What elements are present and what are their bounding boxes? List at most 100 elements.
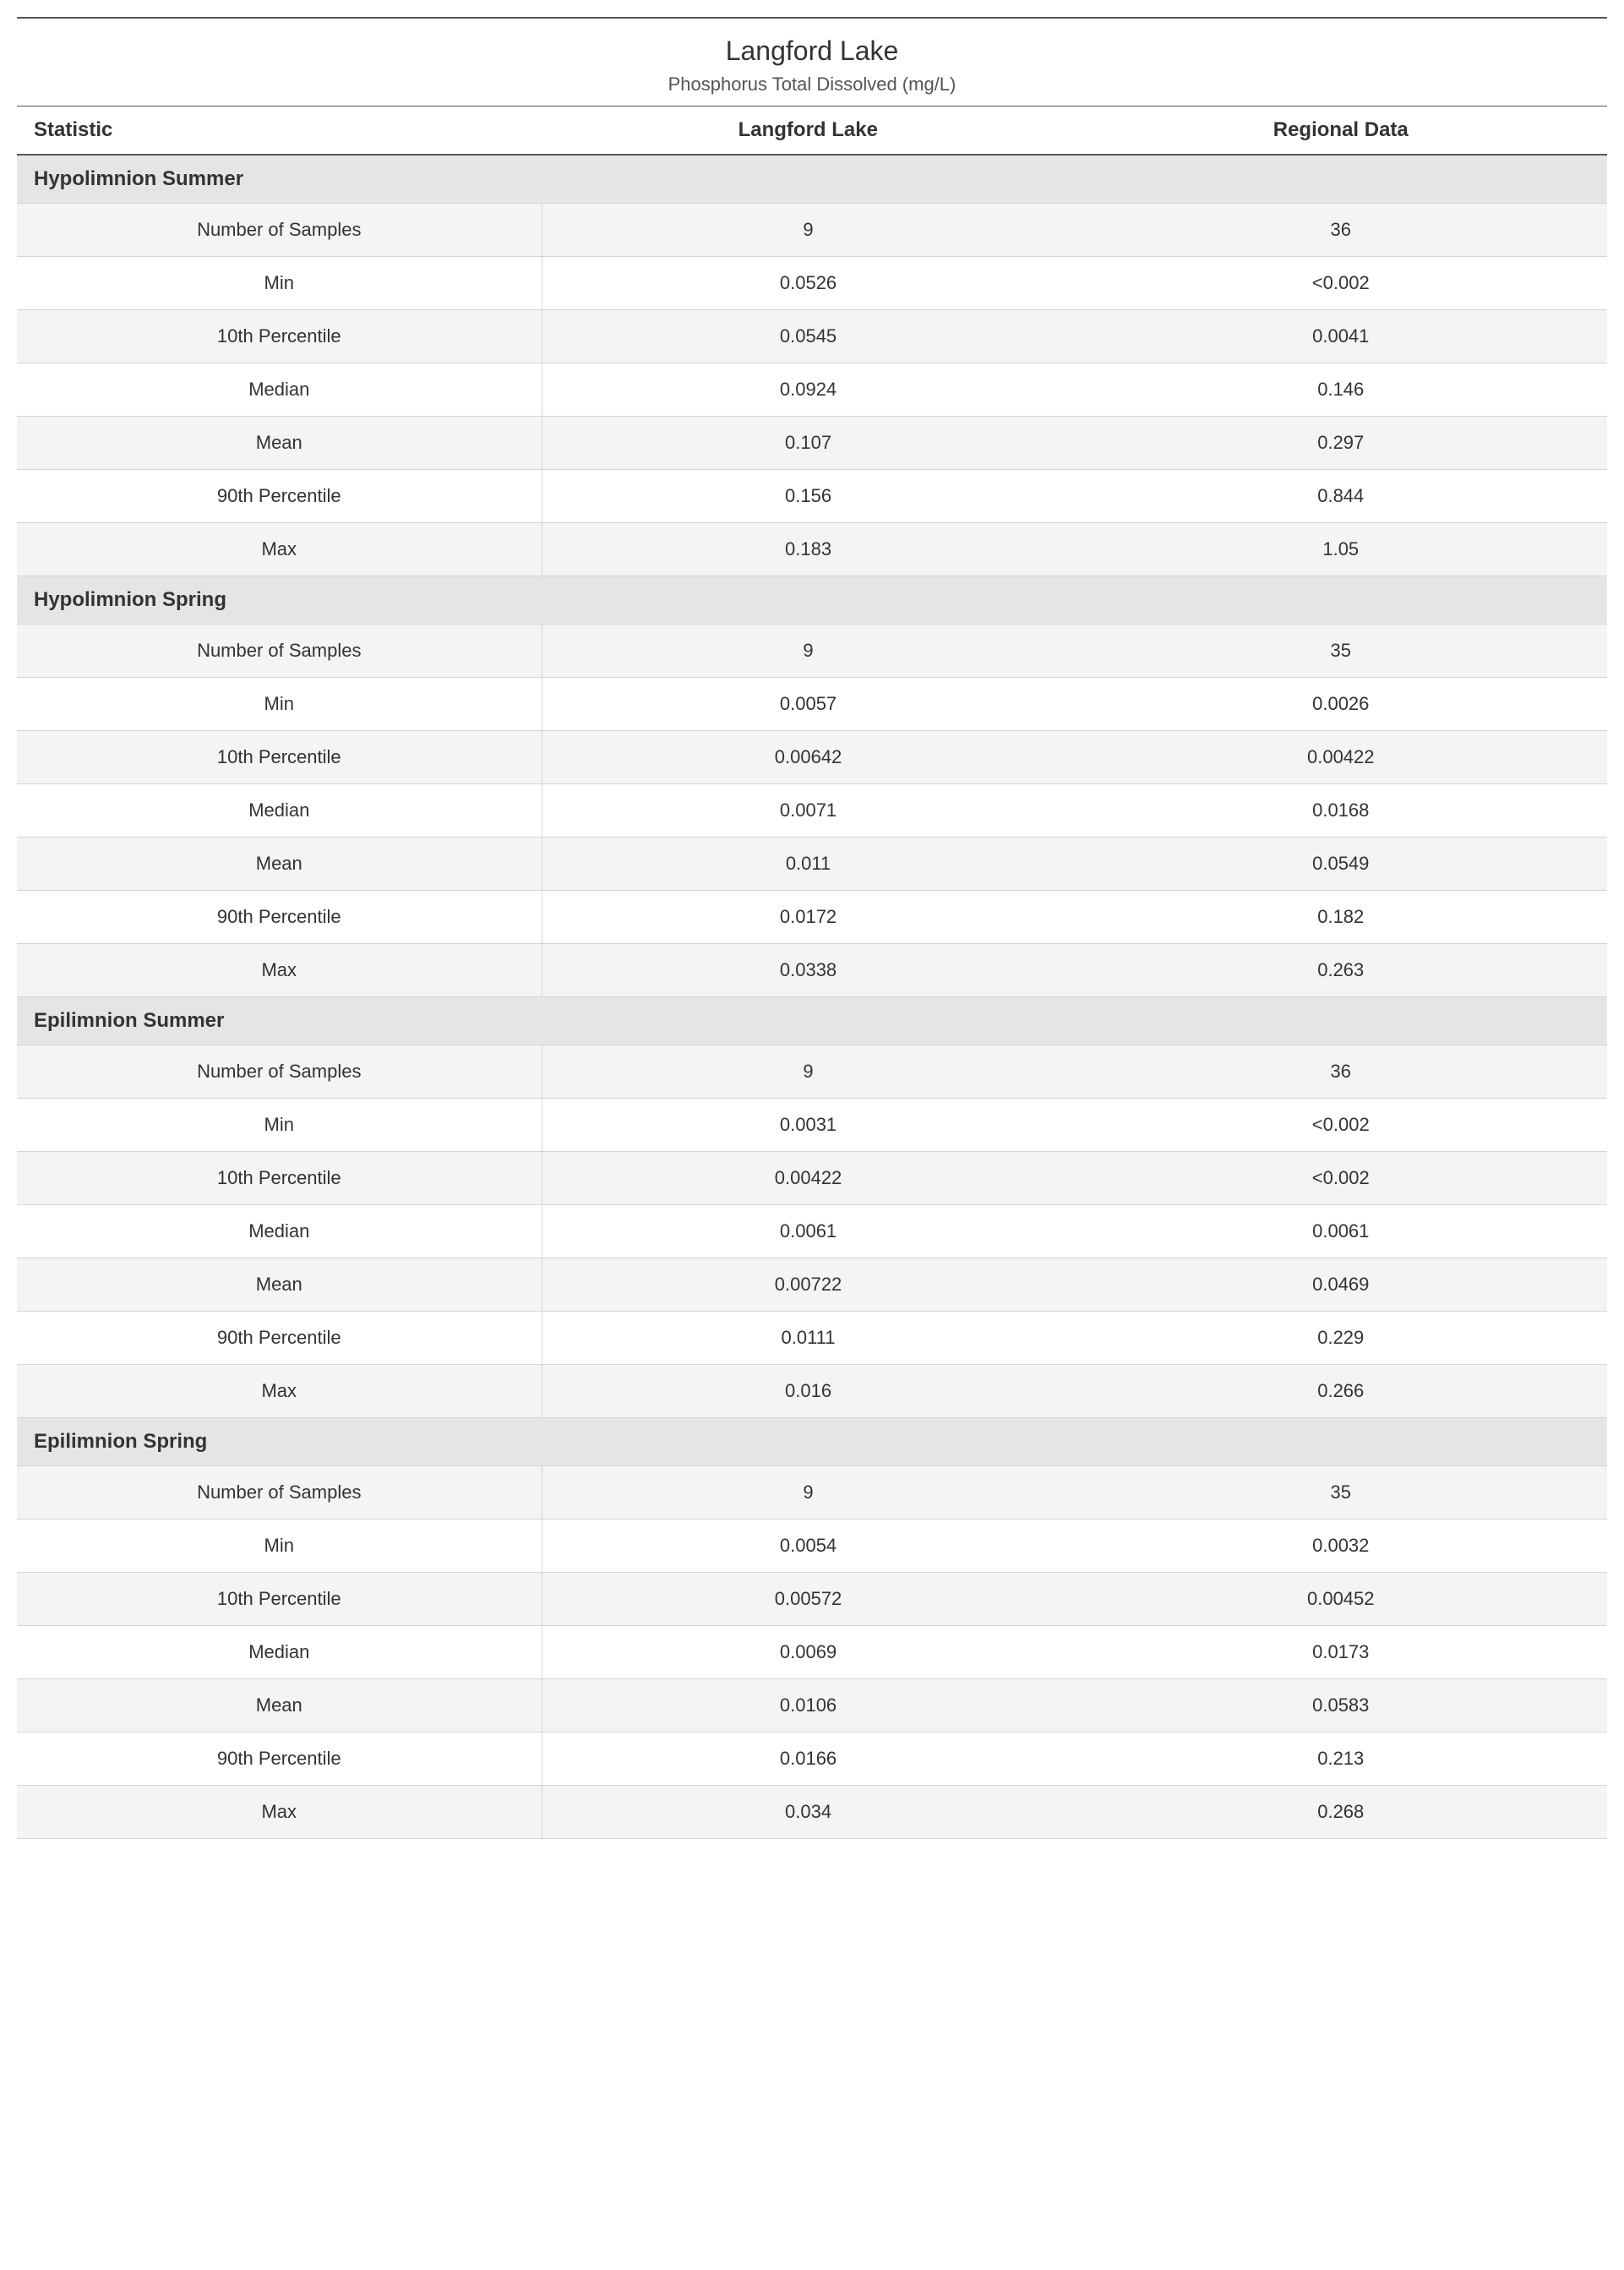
section-header-row: Hypolimnion Spring bbox=[17, 576, 1607, 625]
stat-label-cell: Number of Samples bbox=[17, 1466, 542, 1520]
stat-label-cell: Median bbox=[17, 363, 542, 417]
table-row: Mean0.0110.0549 bbox=[17, 838, 1607, 891]
table-row: Mean0.01060.0583 bbox=[17, 1679, 1607, 1733]
table-row: Max0.03380.263 bbox=[17, 944, 1607, 997]
section-header-row: Epilimnion Spring bbox=[17, 1418, 1607, 1466]
regional-value-cell: 35 bbox=[1075, 1466, 1607, 1520]
stat-label-cell: Max bbox=[17, 944, 542, 997]
location-value-cell: 0.0057 bbox=[542, 678, 1074, 731]
stat-label-cell: Number of Samples bbox=[17, 625, 542, 678]
location-value-cell: 9 bbox=[542, 204, 1074, 257]
table-row: Max0.0340.268 bbox=[17, 1786, 1607, 1839]
table-row: Min0.0526<0.002 bbox=[17, 257, 1607, 310]
stat-label-cell: 10th Percentile bbox=[17, 1152, 542, 1205]
column-header-statistic: Statistic bbox=[17, 106, 542, 155]
regional-value-cell: 0.229 bbox=[1075, 1312, 1607, 1365]
location-value-cell: 0.00722 bbox=[542, 1258, 1074, 1312]
regional-value-cell: 0.297 bbox=[1075, 417, 1607, 470]
stat-label-cell: Number of Samples bbox=[17, 204, 542, 257]
table-row: Median0.09240.146 bbox=[17, 363, 1607, 417]
location-value-cell: 9 bbox=[542, 1045, 1074, 1099]
stat-label-cell: Median bbox=[17, 1626, 542, 1679]
table-row: Median0.00710.0168 bbox=[17, 784, 1607, 838]
stat-label-cell: Max bbox=[17, 1786, 542, 1839]
section-title: Epilimnion Spring bbox=[17, 1418, 1607, 1466]
table-row: Min0.00570.0026 bbox=[17, 678, 1607, 731]
location-value-cell: 0.00572 bbox=[542, 1573, 1074, 1626]
section-header-row: Hypolimnion Summer bbox=[17, 155, 1607, 204]
table-row: Median0.00690.0173 bbox=[17, 1626, 1607, 1679]
stat-label-cell: Min bbox=[17, 1099, 542, 1152]
location-value-cell: 9 bbox=[542, 625, 1074, 678]
table-row: Mean0.007220.0469 bbox=[17, 1258, 1607, 1312]
column-header-regional: Regional Data bbox=[1075, 106, 1607, 155]
location-value-cell: 0.0071 bbox=[542, 784, 1074, 838]
regional-value-cell: 35 bbox=[1075, 625, 1607, 678]
regional-value-cell: 0.263 bbox=[1075, 944, 1607, 997]
location-value-cell: 0.034 bbox=[542, 1786, 1074, 1839]
location-value-cell: 0.0338 bbox=[542, 944, 1074, 997]
location-value-cell: 0.0924 bbox=[542, 363, 1074, 417]
stat-label-cell: Min bbox=[17, 257, 542, 310]
regional-value-cell: 0.268 bbox=[1075, 1786, 1607, 1839]
table-row: Number of Samples936 bbox=[17, 1045, 1607, 1099]
location-value-cell: 0.016 bbox=[542, 1365, 1074, 1418]
table-row: 90th Percentile0.1560.844 bbox=[17, 470, 1607, 523]
stat-label-cell: Min bbox=[17, 1520, 542, 1573]
location-value-cell: 9 bbox=[542, 1466, 1074, 1520]
section-header-row: Epilimnion Summer bbox=[17, 997, 1607, 1045]
stat-label-cell: Median bbox=[17, 784, 542, 838]
table-row: 10th Percentile0.005720.00452 bbox=[17, 1573, 1607, 1626]
stat-label-cell: Min bbox=[17, 678, 542, 731]
section-title: Epilimnion Summer bbox=[17, 997, 1607, 1045]
regional-value-cell: 0.0168 bbox=[1075, 784, 1607, 838]
regional-value-cell: 36 bbox=[1075, 1045, 1607, 1099]
regional-value-cell: 0.0173 bbox=[1075, 1626, 1607, 1679]
table-row: Number of Samples935 bbox=[17, 625, 1607, 678]
stat-label-cell: Mean bbox=[17, 417, 542, 470]
location-value-cell: 0.0106 bbox=[542, 1679, 1074, 1733]
statistics-table: Statistic Langford Lake Regional Data Hy… bbox=[17, 106, 1607, 1839]
location-value-cell: 0.0545 bbox=[542, 310, 1074, 363]
location-value-cell: 0.00642 bbox=[542, 731, 1074, 784]
regional-value-cell: 0.146 bbox=[1075, 363, 1607, 417]
regional-value-cell: 0.00422 bbox=[1075, 731, 1607, 784]
report-container: Langford Lake Phosphorus Total Dissolved… bbox=[17, 17, 1607, 1839]
location-value-cell: 0.011 bbox=[542, 838, 1074, 891]
table-row: Median0.00610.0061 bbox=[17, 1205, 1607, 1258]
table-row: 90th Percentile0.01660.213 bbox=[17, 1733, 1607, 1786]
table-row: Max0.1831.05 bbox=[17, 523, 1607, 576]
stat-label-cell: 90th Percentile bbox=[17, 891, 542, 944]
location-value-cell: 0.156 bbox=[542, 470, 1074, 523]
location-value-cell: 0.0069 bbox=[542, 1626, 1074, 1679]
table-row: 90th Percentile0.01110.229 bbox=[17, 1312, 1607, 1365]
location-value-cell: 0.0061 bbox=[542, 1205, 1074, 1258]
regional-value-cell: 0.0583 bbox=[1075, 1679, 1607, 1733]
stat-label-cell: Mean bbox=[17, 1679, 542, 1733]
table-row: Min0.00540.0032 bbox=[17, 1520, 1607, 1573]
regional-value-cell: <0.002 bbox=[1075, 257, 1607, 310]
location-value-cell: 0.0172 bbox=[542, 891, 1074, 944]
table-row: 10th Percentile0.006420.00422 bbox=[17, 731, 1607, 784]
stat-label-cell: 10th Percentile bbox=[17, 310, 542, 363]
stat-label-cell: 90th Percentile bbox=[17, 470, 542, 523]
stat-label-cell: 90th Percentile bbox=[17, 1312, 542, 1365]
table-row: Mean0.1070.297 bbox=[17, 417, 1607, 470]
column-header-location: Langford Lake bbox=[542, 106, 1074, 155]
table-header-row: Statistic Langford Lake Regional Data bbox=[17, 106, 1607, 155]
stat-label-cell: Number of Samples bbox=[17, 1045, 542, 1099]
regional-value-cell: 0.182 bbox=[1075, 891, 1607, 944]
regional-value-cell: <0.002 bbox=[1075, 1152, 1607, 1205]
section-title: Hypolimnion Summer bbox=[17, 155, 1607, 204]
stat-label-cell: Median bbox=[17, 1205, 542, 1258]
regional-value-cell: 0.0041 bbox=[1075, 310, 1607, 363]
location-value-cell: 0.0031 bbox=[542, 1099, 1074, 1152]
regional-value-cell: 36 bbox=[1075, 204, 1607, 257]
regional-value-cell: 1.05 bbox=[1075, 523, 1607, 576]
table-row: Min0.0031<0.002 bbox=[17, 1099, 1607, 1152]
regional-value-cell: 0.0469 bbox=[1075, 1258, 1607, 1312]
table-body: Hypolimnion SummerNumber of Samples936Mi… bbox=[17, 155, 1607, 1839]
page-subtitle: Phosphorus Total Dissolved (mg/L) bbox=[17, 74, 1607, 95]
table-row: Max0.0160.266 bbox=[17, 1365, 1607, 1418]
table-row: 10th Percentile0.05450.0041 bbox=[17, 310, 1607, 363]
